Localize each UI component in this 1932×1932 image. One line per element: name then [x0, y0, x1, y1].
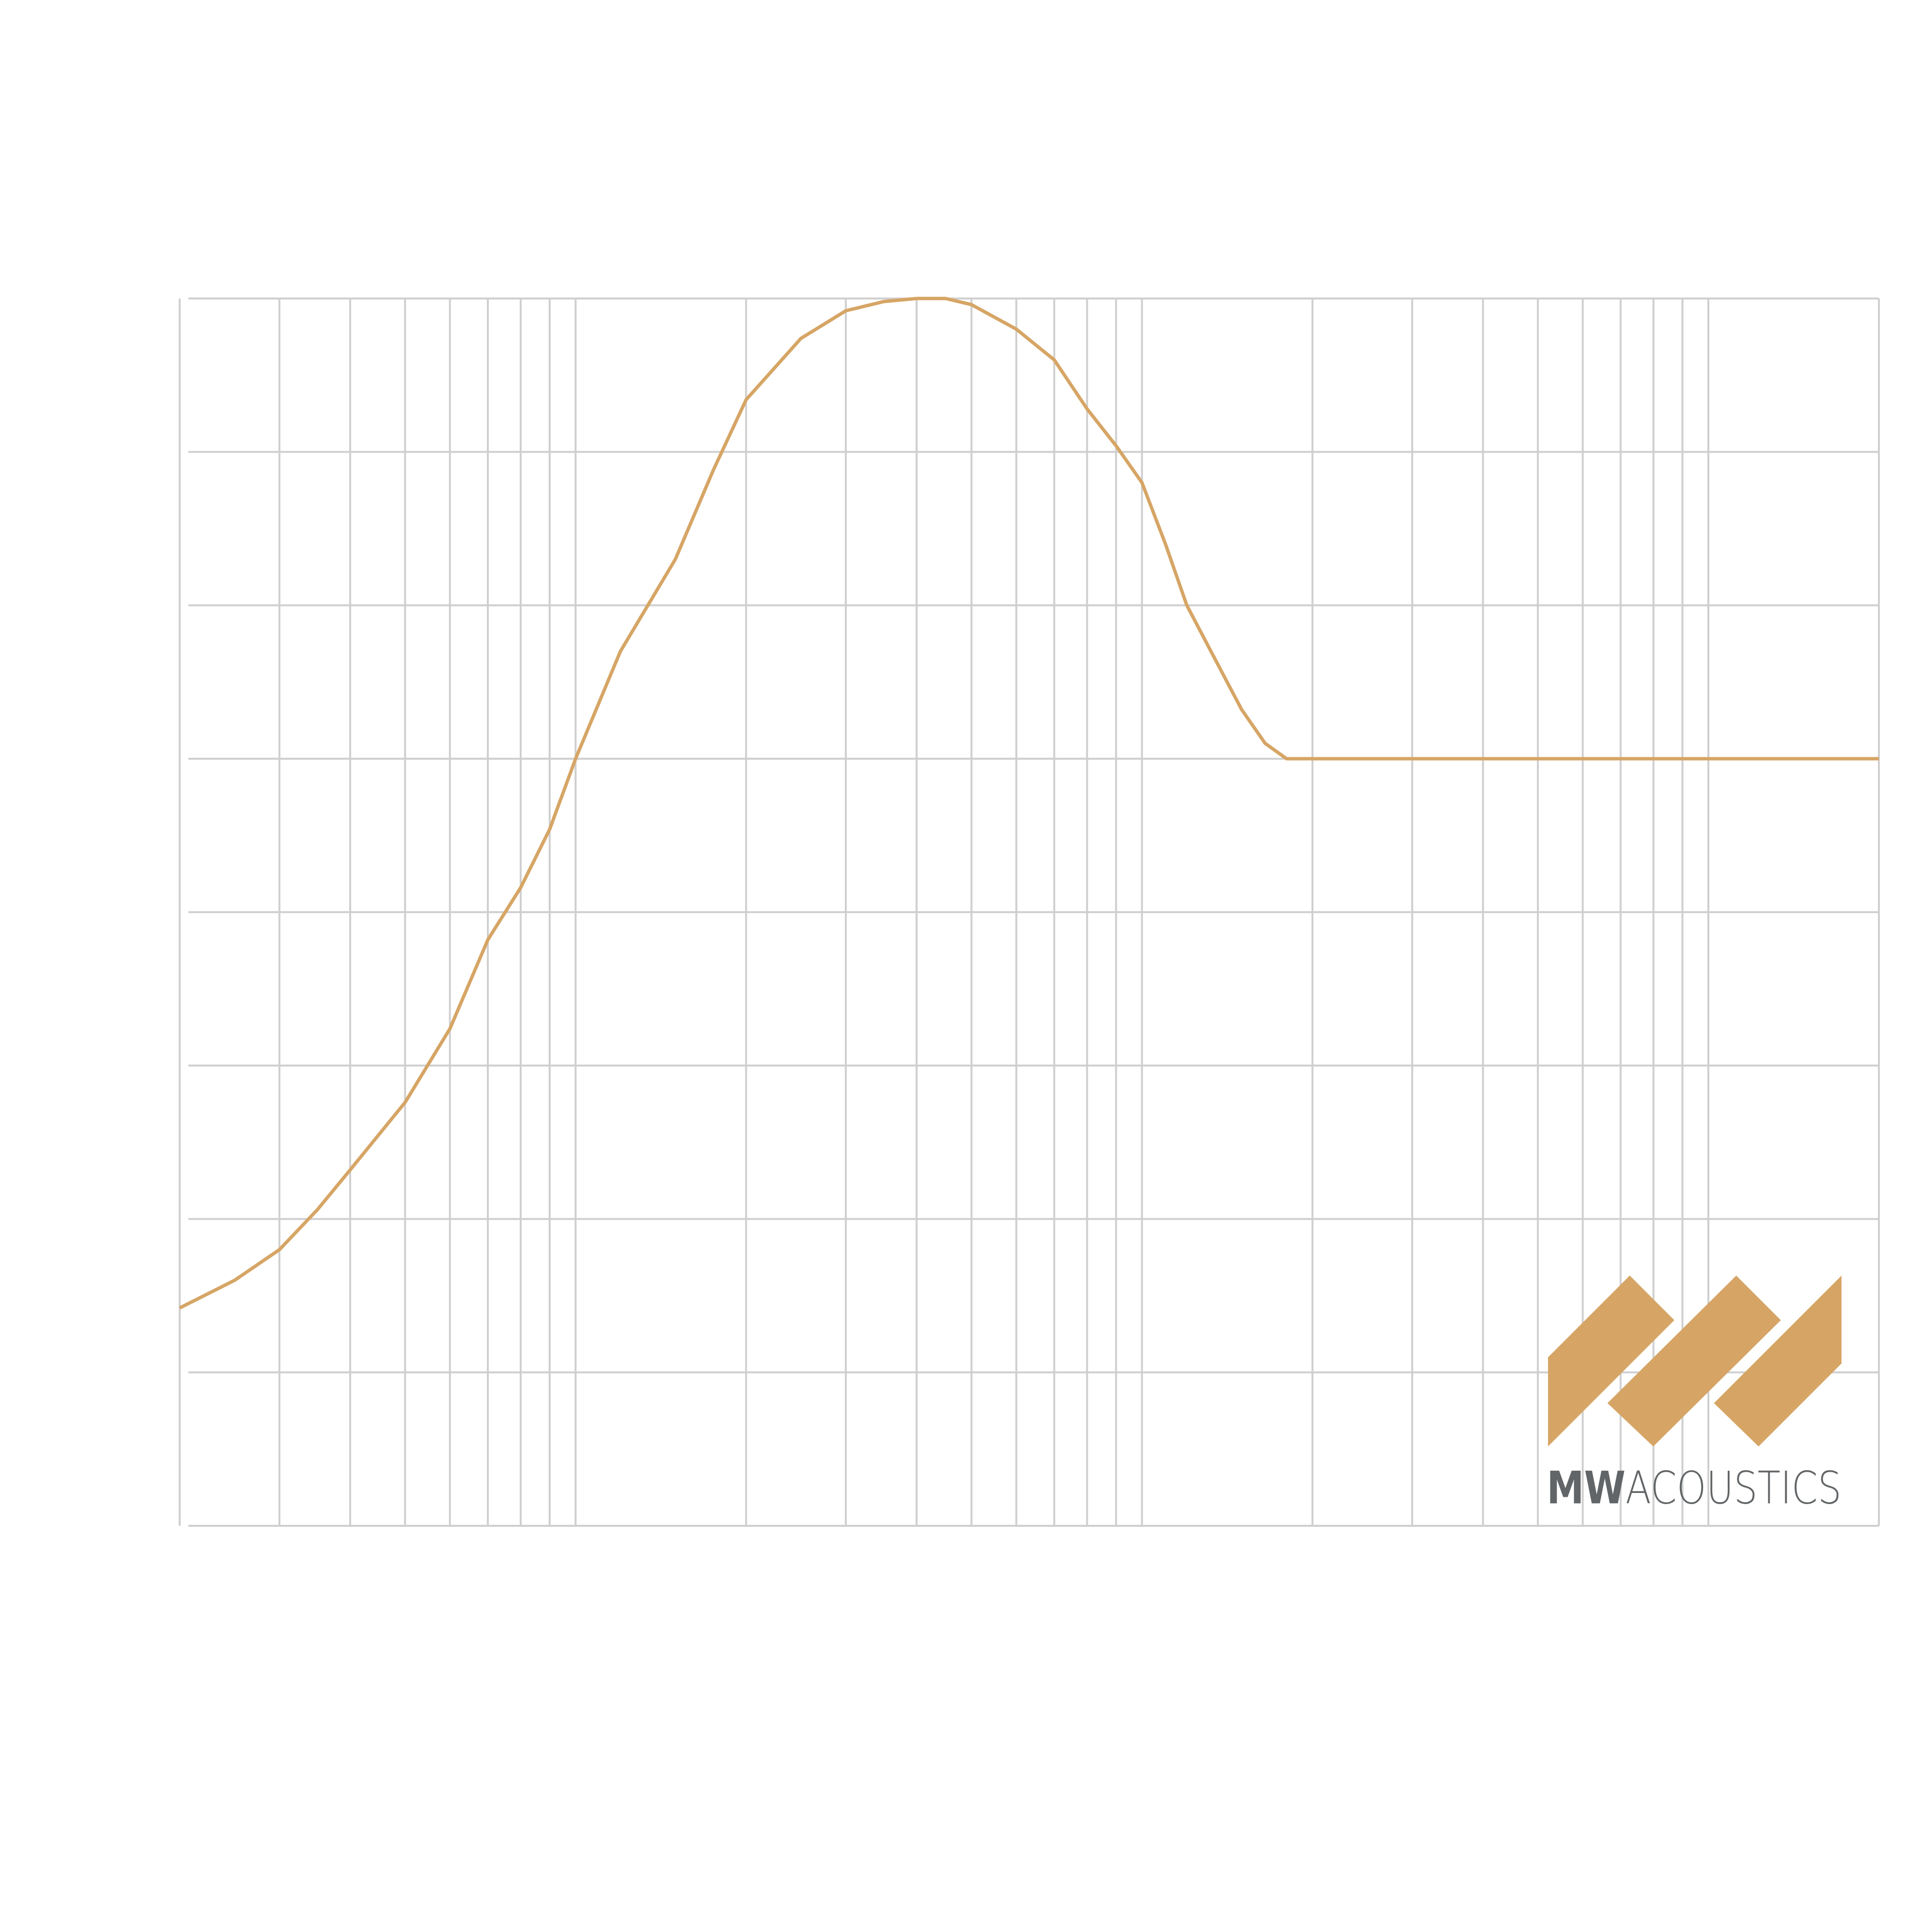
logo-light: ACOUSTICS — [1625, 1462, 1841, 1514]
logo-shape — [1714, 1275, 1842, 1447]
logo: MWACOUSTICS — [1547, 1275, 1842, 1514]
data-line — [179, 297, 1879, 1310]
logo-bold: MW — [1547, 1462, 1625, 1514]
logo-text: MWACOUSTICS — [1547, 1462, 1841, 1514]
logo-shape — [1607, 1275, 1781, 1447]
plot-area — [179, 297, 1880, 1527]
logo-shape — [1548, 1275, 1675, 1447]
